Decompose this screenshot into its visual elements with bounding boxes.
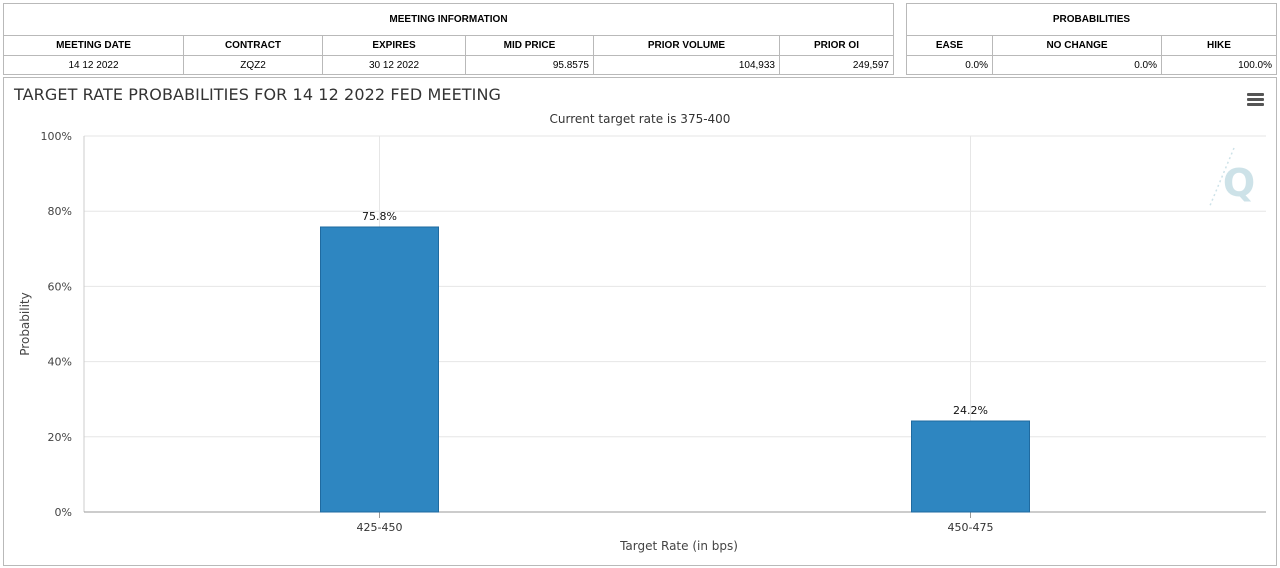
value-prior-oi: 249,597	[852, 60, 889, 71]
probabilities-header-row: EASE NO CHANGE HIKE	[907, 36, 1276, 56]
value-no-change: 0.0%	[993, 56, 1162, 75]
bar-425-450[interactable]	[320, 226, 439, 513]
x-tick-label: 450-475	[948, 521, 994, 534]
y-tick-label: 20%	[48, 431, 72, 444]
value-hike: 100.0%	[1238, 60, 1272, 71]
data-label: 24.2%	[953, 404, 988, 417]
quikstrike-logo-icon: Q	[1208, 147, 1255, 209]
probabilities-value-row: 0.0% 0.0% 100.0%	[907, 56, 1276, 75]
y-axis: 0% 20% 40% 60% 80% 100%	[41, 130, 85, 519]
value-mid-price: 95.8575	[466, 56, 594, 75]
value-prior-volume: 104,933	[594, 56, 780, 75]
header-meeting-date: MEETING DATE	[4, 36, 184, 55]
y-tick-label: 40%	[48, 356, 72, 369]
data-labels: 75.8% 24.2%	[362, 210, 988, 417]
meeting-information-header-row: MEETING DATE CONTRACT EXPIRES MID PRICE …	[4, 36, 893, 56]
data-label: 75.8%	[362, 210, 397, 223]
meeting-information-value-row: 14 12 2022 ZQZ2 30 12 2022 95.8575 104,9…	[4, 56, 893, 75]
svg-text:Q: Q	[1223, 161, 1255, 205]
meeting-information-title: MEETING INFORMATION	[4, 4, 893, 36]
bars	[320, 226, 1030, 513]
header-hike: HIKE	[1207, 40, 1231, 51]
bar-450-475[interactable]	[911, 420, 1030, 513]
hamburger-menu-icon[interactable]	[1247, 93, 1264, 107]
header-prior-volume: PRIOR VOLUME	[594, 36, 780, 55]
chart-svg: Current target rate is 375-400 Q 0% 20% 40…	[18, 112, 1266, 553]
x-axis: 425-450 450-475	[84, 511, 1266, 534]
value-contract: ZQZ2	[184, 56, 323, 75]
chart-subtitle: Current target rate is 375-400	[550, 112, 731, 126]
gridlines	[84, 135, 1266, 513]
y-tick-label: 60%	[48, 280, 72, 293]
header-mid-price: MID PRICE	[466, 36, 594, 55]
chart-panel: TARGET RATE PROBABILITIES FOR 14 12 2022…	[3, 77, 1277, 566]
header-ease: EASE	[907, 36, 993, 55]
header-expires: EXPIRES	[323, 36, 466, 55]
probabilities-table: PROBABILITIES EASE NO CHANGE HIKE 0.0% 0…	[906, 3, 1277, 75]
meeting-information-table: MEETING INFORMATION MEETING DATE CONTRAC…	[3, 3, 894, 75]
x-axis-label: Target Rate (in bps)	[619, 539, 738, 553]
value-ease: 0.0%	[907, 56, 993, 75]
header-no-change: NO CHANGE	[993, 36, 1162, 55]
header-contract: CONTRACT	[184, 36, 323, 55]
y-axis-label: Probability	[18, 292, 32, 355]
chart-title: TARGET RATE PROBABILITIES FOR 14 12 2022…	[14, 85, 502, 104]
y-tick-label: 100%	[41, 130, 72, 143]
probabilities-title: PROBABILITIES	[907, 4, 1276, 36]
header-prior-oi: PRIOR OI	[813, 40, 859, 51]
value-expires: 30 12 2022	[323, 56, 466, 75]
y-tick-label: 0%	[55, 506, 72, 519]
x-tick-label: 425-450	[357, 521, 403, 534]
value-meeting-date: 14 12 2022	[4, 56, 184, 75]
y-tick-label: 80%	[48, 205, 72, 218]
